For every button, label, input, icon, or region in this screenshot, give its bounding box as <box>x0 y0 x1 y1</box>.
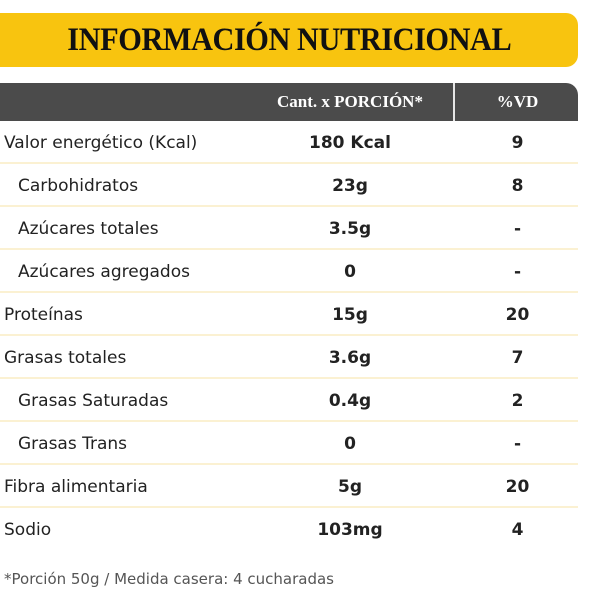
row-vd: 2 <box>511 391 524 411</box>
table-row: Carbohidratos 23g 8 <box>0 164 578 207</box>
row-amount: 103mg <box>317 520 383 540</box>
header-amount: Cant. x PORCIÓN* <box>277 92 423 111</box>
row-vd: 8 <box>511 176 524 196</box>
row-vd: 20 <box>505 305 530 325</box>
row-amount: 15g <box>332 305 368 325</box>
title-bar: INFORMACIÓN NUTRICIONAL <box>0 13 578 67</box>
row-amount: 180 Kcal <box>309 133 391 153</box>
table-row: Grasas Trans 0 - <box>0 422 578 465</box>
row-amount: 0 <box>344 434 356 454</box>
nutrition-table: Cant. x PORCIÓN* %VD Valor energético (K… <box>0 83 578 551</box>
row-label: Fibra alimentaria <box>4 477 148 497</box>
row-vd: - <box>513 434 522 454</box>
header-vd: %VD <box>496 92 539 111</box>
table-row: Grasas Saturadas 0.4g 2 <box>0 379 578 422</box>
row-amount: 3.6g <box>328 348 372 368</box>
row-label: Valor energético (Kcal) <box>4 133 198 153</box>
table-row: Fibra alimentaria 5g 20 <box>0 465 578 508</box>
row-amount: 3.5g <box>328 219 372 239</box>
row-vd: 9 <box>511 133 524 153</box>
row-label: Azúcares agregados <box>18 262 190 282</box>
table-row: Valor energético (Kcal) 180 Kcal 9 <box>0 121 578 164</box>
row-label: Grasas Trans <box>18 434 128 454</box>
row-vd: - <box>513 219 522 239</box>
row-label: Carbohidratos <box>18 176 139 196</box>
table-row: Proteínas 15g 20 <box>0 293 578 336</box>
row-label: Proteínas <box>4 305 83 325</box>
row-amount: 0 <box>344 262 356 282</box>
row-vd: 7 <box>511 348 524 368</box>
row-label: Grasas Saturadas <box>18 391 169 411</box>
row-vd: - <box>513 262 522 282</box>
row-label: Azúcares totales <box>18 219 159 239</box>
column-divider <box>453 83 455 121</box>
row-vd: 20 <box>505 477 530 497</box>
row-vd: 4 <box>511 520 524 540</box>
page-title: INFORMACIÓN NUTRICIONAL <box>66 21 511 58</box>
table-row: Azúcares agregados 0 - <box>0 250 578 293</box>
row-amount: 23g <box>332 176 368 196</box>
table-row: Grasas totales 3.6g 7 <box>0 336 578 379</box>
row-amount: 0.4g <box>328 391 372 411</box>
table-row: Sodio 103mg 4 <box>0 508 578 551</box>
row-label: Grasas totales <box>4 348 127 368</box>
table-row: Azúcares totales 3.5g - <box>0 207 578 250</box>
row-amount: 5g <box>338 477 362 497</box>
footnote: *Porción 50g / Medida casera: 4 cucharad… <box>4 570 334 588</box>
row-label: Sodio <box>4 520 52 540</box>
table-header: Cant. x PORCIÓN* %VD <box>0 83 578 121</box>
